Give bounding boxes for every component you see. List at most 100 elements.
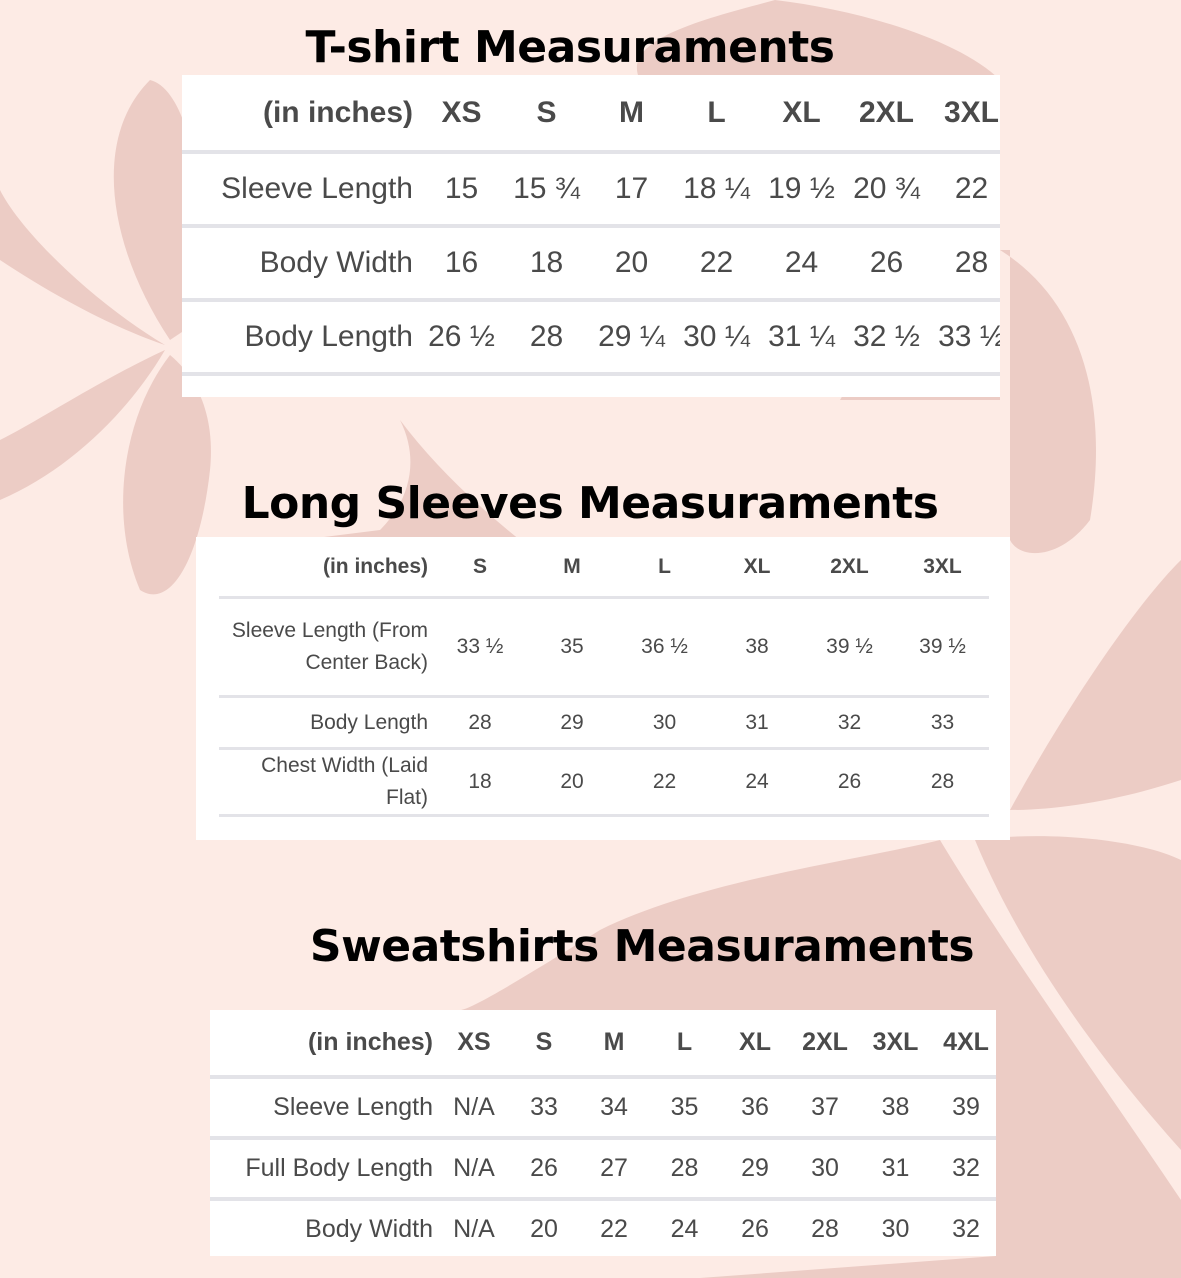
sweatshirts-table-panel: (in inches) XS S M L XL 2XL 3XL 4XL Sleeve Length…	[210, 1010, 996, 1256]
measurement-value: 32	[931, 1197, 996, 1256]
long-sleeves-table-panel: (in inches) S M L XL 2XL 3XL Sleeve Length (Fro…	[196, 537, 1010, 840]
petal-shape	[975, 836, 1181, 1150]
size-header: L	[658, 554, 671, 578]
measurement-value: 22	[618, 747, 711, 816]
measurement-value: 36 ½	[618, 596, 711, 697]
measurement-value: 30	[618, 695, 711, 749]
petal-shape	[0, 190, 165, 345]
size-header: 3XL	[943, 95, 1000, 129]
unit-header: (in inches)	[307, 1028, 433, 1056]
measurement-value: 18	[504, 224, 589, 300]
unit-header: (in inches)	[262, 95, 413, 129]
size-header: 3XL	[923, 554, 962, 578]
unit-header: (in inches)	[322, 554, 428, 578]
petal-shape	[1010, 560, 1181, 810]
size-header: M	[563, 554, 581, 578]
tshirt-size-table: (in inches) XS S M L XL 2XL 3XL Sleeve Length 15 1…	[182, 75, 1000, 397]
measurement-label: Full Body Length	[210, 1136, 439, 1199]
measurement-value: 32	[931, 1136, 996, 1199]
measurement-value: 18	[434, 747, 526, 816]
measurement-value: 30	[860, 1197, 931, 1256]
table-row: Full Body Length N/A 26 27 28 29 30 31 32	[210, 1136, 996, 1199]
size-header: XL	[743, 554, 771, 578]
measurement-value: 27	[579, 1136, 649, 1199]
table-bottom-rule	[219, 814, 989, 837]
measurement-value: 20	[589, 224, 674, 300]
measurement-value: 28	[929, 224, 1000, 300]
table-row: Chest Width (Laid Flat) 18 20 22 24 26 28	[219, 747, 989, 816]
measurement-value: 22	[929, 150, 1000, 226]
size-header: M	[603, 1028, 625, 1056]
size-header: 3XL	[872, 1028, 919, 1056]
sweatshirts-title: Sweatshirts Measuraments	[309, 921, 975, 972]
measurement-value: 32 ½	[844, 298, 929, 374]
petal-shape	[460, 840, 1181, 1278]
measurement-value: 35	[649, 1075, 720, 1138]
size-header: 4XL	[943, 1028, 989, 1056]
header-row: (in inches) S M L XL 2XL 3XL	[219, 537, 989, 598]
measurement-value: 28	[649, 1136, 720, 1199]
measurement-value: 15 ¾	[504, 150, 589, 226]
table-row: Body Width 16 18 20 22 24 26 28	[182, 224, 1000, 300]
measurement-value: N/A	[439, 1075, 509, 1138]
measurement-value: 17	[589, 150, 674, 226]
measurement-value: 26 ½	[419, 298, 504, 374]
table-row: Body Width N/A 20 22 24 26 28 30 32	[210, 1197, 996, 1256]
size-header: L	[707, 95, 726, 129]
measurement-label: Sleeve Length	[210, 1075, 439, 1138]
measurement-value: 24	[649, 1197, 720, 1256]
measurement-value: 24	[711, 747, 803, 816]
measurement-value: 35	[526, 596, 618, 697]
measurement-value: 37	[790, 1075, 860, 1138]
measurement-value: 28	[790, 1197, 860, 1256]
measurement-value: 34	[579, 1075, 649, 1138]
measurement-label: Body Length	[219, 695, 434, 749]
header-row: (in inches) XS S M L XL 2XL 3XL 4XL	[210, 1010, 996, 1077]
measurement-label: Sleeve Length	[182, 150, 419, 226]
long-sleeves-title: Long Sleeves Measuraments	[241, 478, 939, 529]
measurement-value: 31 ¼	[759, 298, 844, 374]
measurement-label: Body Length	[182, 298, 419, 374]
measurement-value: 22	[579, 1197, 649, 1256]
petal-shape	[123, 355, 211, 595]
size-header: 2XL	[858, 95, 915, 129]
size-header: M	[619, 95, 644, 129]
measurement-value: 39 ½	[803, 596, 896, 697]
size-header: XL	[782, 95, 821, 129]
measurement-value: 26	[844, 224, 929, 300]
measurement-value: 39	[931, 1075, 996, 1138]
measurement-value: 18 ¼	[674, 150, 759, 226]
table-row: Sleeve Length N/A 33 34 35 36 37 38 39	[210, 1075, 996, 1138]
petal-shape	[113, 80, 203, 340]
header-row: (in inches) XS S M L XL 2XL 3XL	[182, 75, 1000, 152]
size-header: S	[535, 1028, 553, 1056]
measurement-value: N/A	[439, 1136, 509, 1199]
size-header: XS	[441, 95, 482, 129]
measurement-value: 15	[419, 150, 504, 226]
long-sleeves-size-table: (in inches) S M L XL 2XL 3XL Sleeve Length (Fro…	[219, 537, 989, 837]
measurement-value: 33 ½	[434, 596, 526, 697]
tshirt-table-panel: (in inches) XS S M L XL 2XL 3XL Sleeve Length 15 1…	[182, 75, 1000, 397]
divider	[219, 814, 989, 837]
measurement-value: 39 ½	[896, 596, 989, 697]
sweatshirts-size-table: (in inches) XS S M L XL 2XL 3XL 4XL Sleeve Length…	[210, 1010, 996, 1256]
measurement-value: 31	[860, 1136, 931, 1199]
tshirt-title: T-shirt Measuraments	[305, 22, 835, 73]
size-header: 2XL	[802, 1028, 848, 1056]
measurement-value: 26	[720, 1197, 790, 1256]
measurement-label: Chest Width (Laid Flat)	[219, 747, 434, 816]
petal-shape	[1000, 250, 1096, 554]
measurement-value: 29	[526, 695, 618, 749]
measurement-value: 26	[803, 747, 896, 816]
measurement-value: 20 ¾	[844, 150, 929, 226]
measurement-value: 38	[711, 596, 803, 697]
measurement-label: Sleeve Length (From Center Back)	[219, 596, 434, 697]
measurement-label: Body Width	[210, 1197, 439, 1256]
measurement-value: 30 ¼	[674, 298, 759, 374]
measurement-value: 28	[896, 747, 989, 816]
size-header: L	[676, 1028, 693, 1056]
measurement-value: 36	[720, 1075, 790, 1138]
petal-shape	[636, 0, 1000, 80]
measurement-value: 33	[896, 695, 989, 749]
size-header: XL	[739, 1028, 771, 1056]
